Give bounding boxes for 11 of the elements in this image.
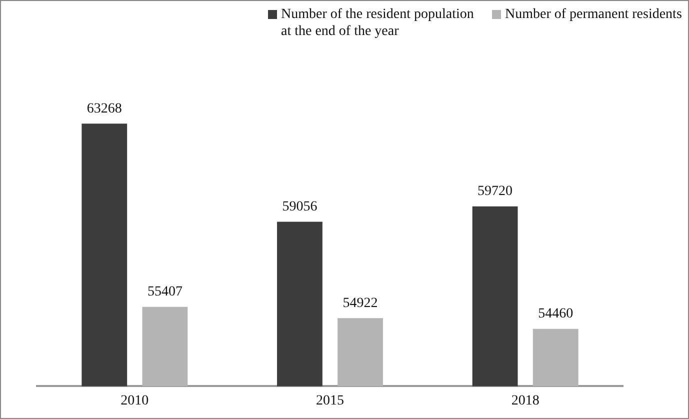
x-tick-label: 2015 xyxy=(316,393,344,408)
data-label: 63268 xyxy=(86,101,122,116)
data-label: 54922 xyxy=(342,296,378,311)
x-tick-label: 2018 xyxy=(511,393,540,408)
data-label: 59720 xyxy=(478,184,513,199)
x-tick-label: 2010 xyxy=(120,393,149,408)
legend-label: Number of permanent residents xyxy=(505,6,682,23)
data-label: 55407 xyxy=(147,284,182,300)
data-label: 59056 xyxy=(282,199,318,214)
legend-label: Number of the resident population at the end of the year xyxy=(281,6,475,40)
data-label: 54460 xyxy=(538,306,574,322)
